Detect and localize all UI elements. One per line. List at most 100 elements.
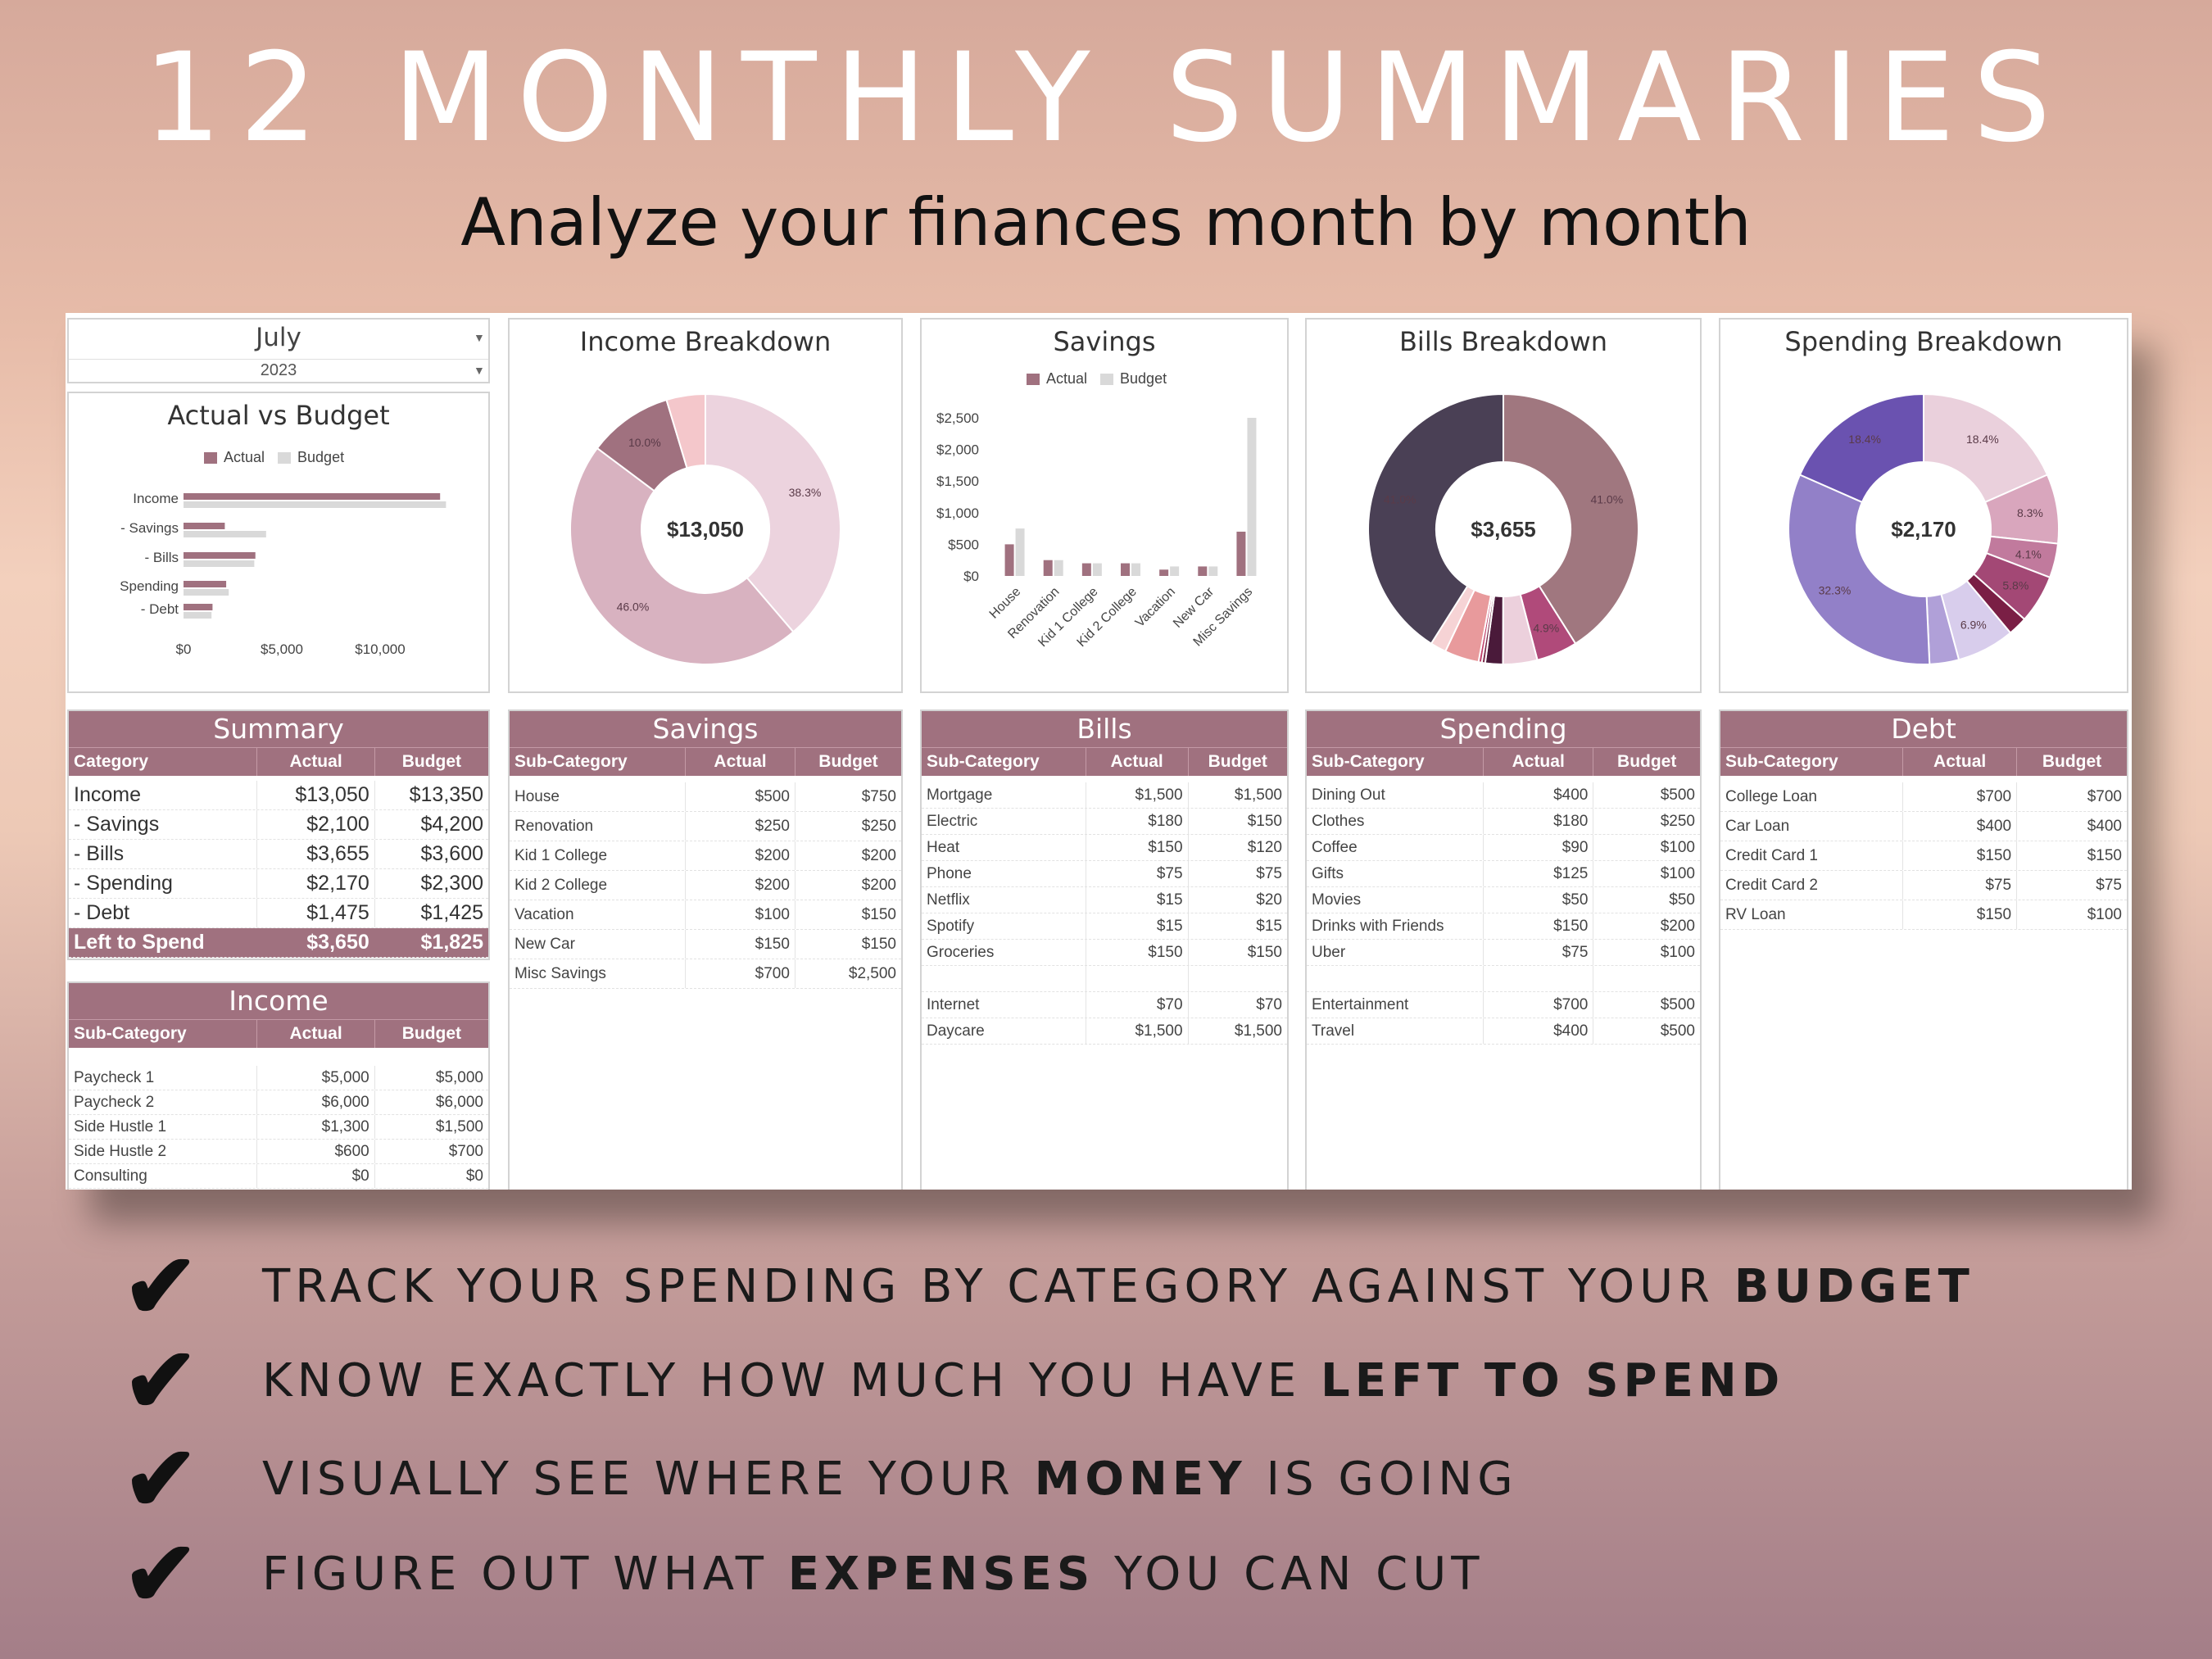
row-budget: $50 [1669, 891, 1695, 909]
table-row: - Bills $3,655 $3,600 [69, 840, 488, 869]
donut-center-total: $13,050 [667, 517, 744, 542]
table-row: - Savings $2,100 $4,200 [69, 810, 488, 840]
row-budget [1189, 966, 1287, 991]
spending-header-actual: Actual [1484, 748, 1594, 776]
spending-header-subcategory: Sub-Category [1307, 748, 1484, 776]
bullet-1-text: TRACK YOUR SPENDING BY CATEGORY AGAINST … [262, 1259, 1974, 1313]
row-actual [1086, 966, 1189, 991]
savings-bar-budget [1015, 528, 1025, 576]
savings-y-tick: $0 [963, 569, 979, 584]
table-row: Clothes $180 $250 [1307, 809, 1700, 835]
savings-header-subcategory: Sub-Category [510, 748, 687, 776]
savings-bar-actual [1121, 563, 1130, 576]
income-breakdown-card: Income Breakdown 38.3% 46.0% 10.0% $13,050 [508, 318, 903, 693]
month-selector[interactable]: July ▼ 2023 ▼ [67, 318, 490, 383]
debt-header-subcategory: Sub-Category [1720, 748, 1904, 776]
table-row: Daycare $1,500 $1,500 [922, 1018, 1287, 1045]
row-actual: $180 [1484, 809, 1594, 834]
table-row [922, 966, 1287, 992]
row-budget: $5,000 [435, 1069, 483, 1086]
actual-vs-budget-chart: Income - Savings - Bills Spending - Debt $0 $5… [120, 491, 446, 657]
bills-header-budget: Budget [1208, 752, 1267, 771]
spending-breakdown-card: Spending Breakdown 18.4% 8.3% 4.1% 5.8% 6.9%… [1719, 318, 2128, 693]
avb-bar-budget [184, 612, 212, 619]
row-actual: $700 [1484, 992, 1594, 1018]
avb-bar-actual [184, 493, 441, 500]
row-actual: $250 [686, 812, 796, 841]
row-label: Movies [1307, 887, 1484, 913]
table-row: Income $13,050 $13,350 [69, 781, 488, 810]
savings-y-tick: $500 [948, 537, 979, 552]
bills-title: Bills [922, 711, 1287, 747]
row-label: House [510, 782, 687, 811]
donut-data-label: 4.9% [1533, 622, 1559, 635]
row-label: RV Loan [1720, 900, 1904, 929]
bullet-4: ✔ FIGURE OUT WHAT EXPENSES YOU CAN CUT [123, 1529, 1484, 1619]
table-row: Spotify $15 $15 [922, 913, 1287, 940]
bullet-1: ✔ TRACK YOUR SPENDING BY CATEGORY AGAINS… [123, 1241, 1974, 1331]
avb-bar-budget [184, 501, 446, 508]
summary-header: Category Actual Budget [69, 747, 488, 776]
savings-legend-actual: Actual [1027, 370, 1087, 388]
savings-chart-title: Savings [1053, 326, 1156, 357]
table-row: Paycheck 1 $5,000 $5,000 [69, 1066, 488, 1090]
spending-table: Spending Sub-Category Actual Budget Dini… [1305, 709, 1702, 1190]
row-label: Mortgage [922, 782, 1086, 808]
spending-header: Sub-Category Actual Budget [1307, 747, 1700, 776]
row-budget: $2,300 [420, 872, 483, 895]
bills-header-actual: Actual [1086, 748, 1189, 776]
row-actual: $180 [1086, 809, 1189, 834]
donut-data-label: 18.4% [1966, 433, 1999, 446]
row-budget: $100 [1660, 865, 1695, 882]
row-label: Uber [1307, 940, 1484, 965]
table-row: RV Loan $150 $100 [1720, 900, 2127, 930]
row-actual: $50 [1484, 887, 1594, 913]
actual-vs-budget-title: Actual vs Budget [167, 400, 390, 431]
row-actual: $15 [1086, 887, 1189, 913]
bullet-3: ✔ VISUALLY SEE WHERE YOUR MONEY IS GOING [123, 1434, 1518, 1524]
income-header-budget: Budget [401, 1024, 462, 1043]
month-dropdown-arrow-icon[interactable]: ▼ [474, 331, 485, 344]
donut-slice [569, 446, 795, 665]
avb-x-tick: $10,000 [355, 641, 405, 657]
row-label: Side Hustle 2 [69, 1140, 258, 1163]
avb-category-label: Income [133, 491, 179, 506]
row-actual: $400 [1903, 812, 2018, 841]
month-value[interactable]: July [256, 323, 301, 352]
row-budget: $3,600 [420, 842, 483, 865]
table-row: Mortgage $1,500 $1,500 [922, 782, 1287, 809]
row-label: Consulting [69, 1164, 258, 1188]
row-actual: $700 [686, 959, 796, 988]
donut-slice [705, 392, 841, 633]
savings-y-tick: $1,000 [936, 505, 979, 521]
row-label: Coffee [1307, 835, 1484, 860]
savings-bar-budget [1247, 418, 1257, 576]
year-dropdown-arrow-icon[interactable]: ▼ [474, 364, 485, 377]
spending-breakdown-donut: 18.4% 8.3% 4.1% 5.8% 6.9% 32.3% 18.4% $2,170 [1788, 392, 2060, 665]
bullet-2-text: KNOW EXACTLY HOW MUCH YOU HAVE LEFT TO S… [262, 1353, 1785, 1407]
row-actual: $400 [1484, 1018, 1594, 1044]
donut-data-label: 4.1% [2015, 548, 2042, 561]
row-label: Entertainment [1307, 992, 1484, 1018]
avb-legend-actual: Actual [204, 449, 265, 466]
row-budget: $750 [861, 788, 896, 805]
row-budget: $70 [1256, 996, 1282, 1013]
table-row: Travel $400 $500 [1307, 1018, 1700, 1045]
summary-title: Summary [69, 711, 488, 747]
row-actual: $1,500 [1086, 782, 1189, 808]
avb-bar-actual [184, 604, 213, 610]
avb-category-label: Spending [120, 578, 179, 594]
table-row: Coffee $90 $100 [1307, 835, 1700, 861]
row-label: Netflix [922, 887, 1086, 913]
savings-y-tick: $1,500 [936, 474, 979, 489]
row-label: Credit Card 2 [1720, 871, 1904, 900]
table-row: Credit Card 1 $150 $150 [1720, 841, 2127, 871]
income-title: Income [69, 983, 488, 1019]
row-budget: $700 [2087, 788, 2122, 805]
row-budget: $150 [1247, 944, 1282, 961]
row-actual: $3,655 [257, 840, 375, 868]
left-to-spend-label: Left to Spend [69, 928, 258, 957]
year-value[interactable]: 2023 [69, 359, 488, 380]
avb-bar-actual [184, 552, 256, 559]
row-actual: $200 [686, 871, 796, 900]
